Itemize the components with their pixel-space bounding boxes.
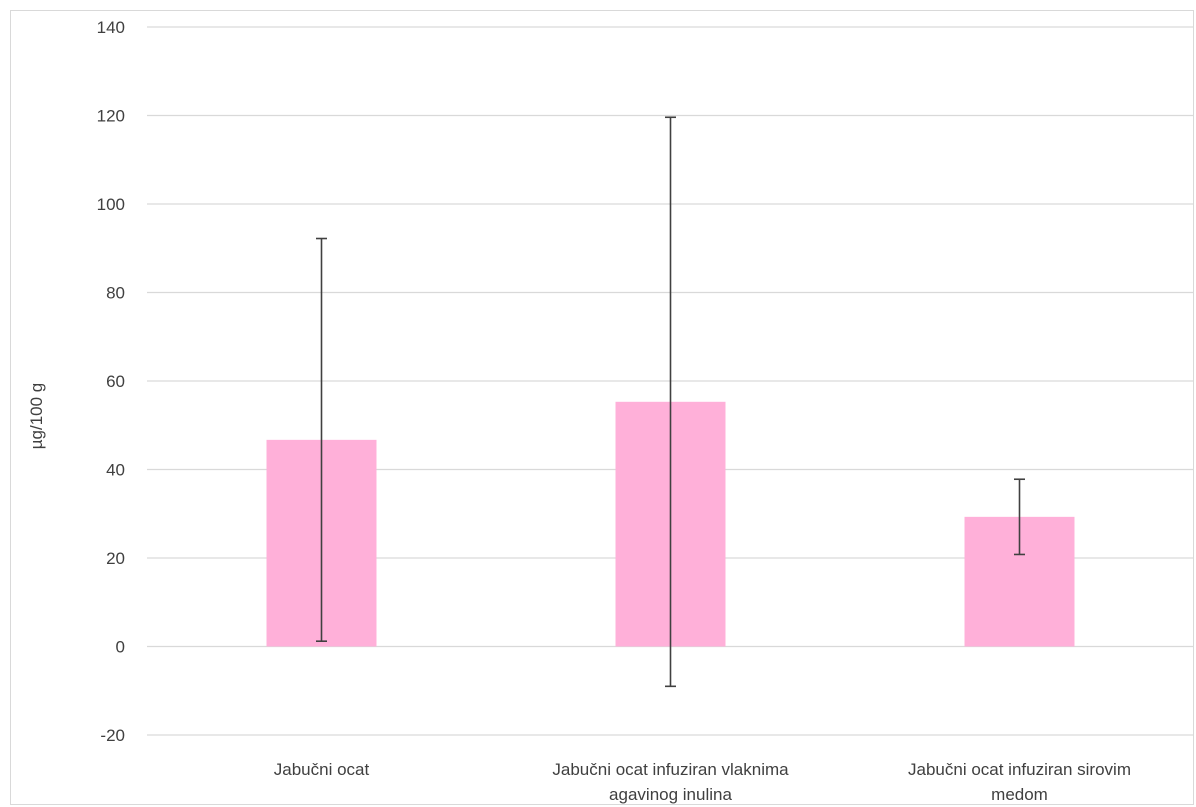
x-category-label: Jabučni ocat infuziran sirovim medom xyxy=(908,760,1131,804)
y-tick-label: 0 xyxy=(116,638,125,657)
y-axis-tick-labels: -20 0 20 40 60 80 100 120 140 xyxy=(97,18,125,745)
x-category-label: Jabučni ocat xyxy=(274,760,370,779)
y-tick-label: 100 xyxy=(97,195,125,214)
x-axis-category-labels: Jabučni ocat Jabučni ocat infuziran vlakn… xyxy=(274,760,1131,804)
y-tick-label: 80 xyxy=(106,284,125,303)
x-category-label: Jabučni ocat infuziran vlaknima agavinog … xyxy=(552,760,789,804)
y-tick-label: 20 xyxy=(106,549,125,568)
y-tick-label: 60 xyxy=(106,372,125,391)
chart-area xyxy=(10,10,1194,805)
y-tick-label: -20 xyxy=(100,726,125,745)
y-tick-label: 120 xyxy=(97,107,125,126)
y-axis-title: µg/100 g xyxy=(27,383,46,450)
error-bars xyxy=(316,116,1025,688)
y-tick-label: 40 xyxy=(106,461,125,480)
y-tick-label: 140 xyxy=(97,18,125,37)
